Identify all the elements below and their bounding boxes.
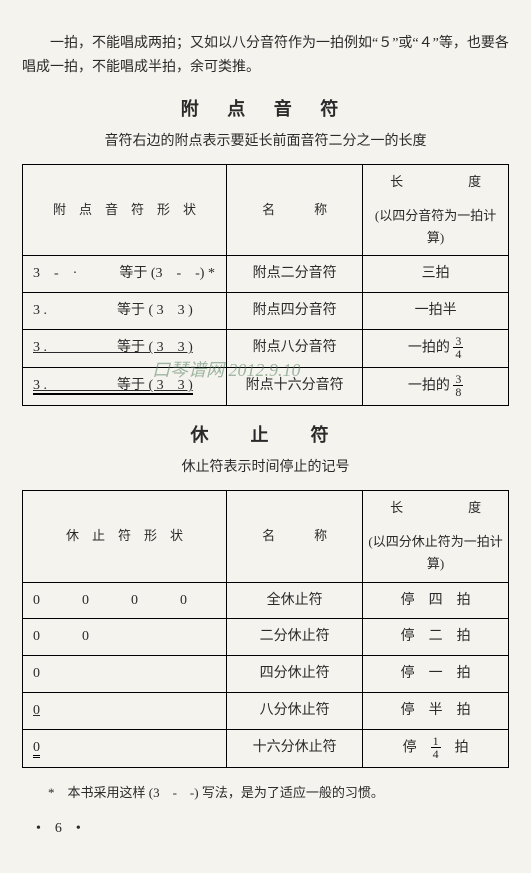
cell-name: 附点二分音符 <box>227 256 363 293</box>
cell-len: 一拍半 <box>363 293 509 330</box>
cell-shape: 0 <box>23 692 227 729</box>
cell-name: 全休止符 <box>227 582 363 619</box>
cell-name: 二分休止符 <box>227 619 363 656</box>
table-row: 0 四分休止符 停 一 拍 <box>23 656 509 693</box>
th-len2: (以四分休止符为一拍计算) <box>363 525 509 582</box>
cell-name: 附点四分音符 <box>227 293 363 330</box>
footnote: * 本书采用这样 (3 - -) 写法，是为了适应一般的习惯。 <box>22 782 509 804</box>
section1-title: 附 点 音 符 <box>22 94 509 125</box>
cell-name: 十六分休止符 <box>227 729 363 767</box>
dotted-note-table: 附 点 音 符 形 状 名 称 长 度 (以四分音符为一拍计算) 3 - · 等… <box>22 164 509 406</box>
cell-shape: 0 0 0 0 <box>23 582 227 619</box>
cell-shape: 3 . 等于 ( 3 3 ) <box>23 329 227 367</box>
table-row: 3 . 等于 ( 3 3 ) 附点八分音符 一拍的 34 <box>23 329 509 367</box>
th-name: 名 称 <box>227 164 363 255</box>
th-len1: 长 度 <box>363 164 509 199</box>
cell-shape: 3 . 等于 ( 3 3 ) <box>23 293 227 330</box>
table-row: 0 0 0 0 全休止符 停 四 拍 <box>23 582 509 619</box>
cell-shape: 3 - · 等于 (3 - -) * <box>23 256 227 293</box>
cell-len: 停 二 拍 <box>363 619 509 656</box>
cell-shape: 0 <box>23 729 227 767</box>
th-name: 名 称 <box>227 491 363 582</box>
cell-name: 附点八分音符 <box>227 329 363 367</box>
section2-subtitle: 休止符表示时间停止的记号 <box>22 456 509 480</box>
cell-shape: 0 0 <box>23 619 227 656</box>
rest-table: 休 止 符 形 状 名 称 长 度 (以四分休止符为一拍计算) 0 0 0 0 … <box>22 490 509 767</box>
cell-shape: 3 . 等于 ( 3 3 ) <box>23 367 227 405</box>
page-number: • 6 • <box>22 817 509 841</box>
cell-name: 附点十六分音符 <box>227 367 363 405</box>
th-shape: 附 点 音 符 形 状 <box>23 164 227 255</box>
section2-title: 休 止 符 <box>22 420 509 451</box>
cell-len: 一拍的 38 <box>363 367 509 405</box>
cell-name: 四分休止符 <box>227 656 363 693</box>
th-len2: (以四分音符为一拍计算) <box>363 199 509 256</box>
table-row: 0 十六分休止符 停 14 拍 <box>23 729 509 767</box>
cell-len: 停 一 拍 <box>363 656 509 693</box>
table-row: 3 - · 等于 (3 - -) * 附点二分音符 三拍 <box>23 256 509 293</box>
cell-shape: 0 <box>23 656 227 693</box>
table-row: 0 八分休止符 停 半 拍 <box>23 692 509 729</box>
cell-len: 停 半 拍 <box>363 692 509 729</box>
cell-len: 三拍 <box>363 256 509 293</box>
intro-text: 一拍，不能唱成两拍；又如以八分音符作为一拍例如“５”或“４”等，也要各唱成一拍，… <box>22 32 509 80</box>
table-row: 3 . 等于 ( 3 3 ) 附点四分音符 一拍半 <box>23 293 509 330</box>
th-shape: 休 止 符 形 状 <box>23 491 227 582</box>
cell-len: 停 四 拍 <box>363 582 509 619</box>
section1-subtitle: 音符右边的附点表示要延长前面音符二分之一的长度 <box>22 130 509 154</box>
table-row: 3 . 等于 ( 3 3 ) 附点十六分音符 一拍的 38 <box>23 367 509 405</box>
table-row: 0 0 二分休止符 停 二 拍 <box>23 619 509 656</box>
cell-len: 停 14 拍 <box>363 729 509 767</box>
th-len1: 长 度 <box>363 491 509 526</box>
cell-len: 一拍的 34 <box>363 329 509 367</box>
cell-name: 八分休止符 <box>227 692 363 729</box>
